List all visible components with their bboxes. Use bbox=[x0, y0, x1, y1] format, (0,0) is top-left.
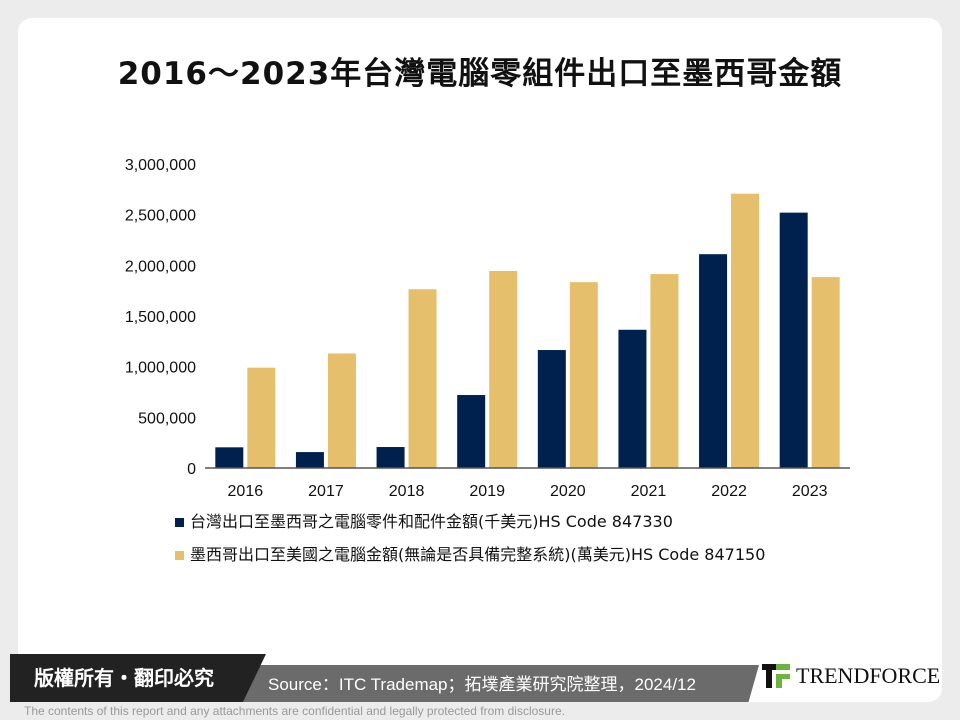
trendforce-logo: TRENDFORCE bbox=[762, 662, 940, 690]
bar-taiwan-2021 bbox=[618, 329, 647, 468]
bar-taiwan-2019 bbox=[457, 395, 486, 468]
x-tick-label: 2023 bbox=[792, 483, 828, 500]
legend-item-taiwan: 台灣出口至墨西哥之電腦零件和配件金額(千美元)HS Code 847330 bbox=[175, 508, 673, 532]
trendforce-logo-icon bbox=[762, 664, 790, 688]
x-tick-label: 2017 bbox=[308, 483, 344, 500]
page-title: 2016～2023年台灣電腦零組件出口至墨西哥金額 bbox=[117, 56, 843, 92]
bar-mexico-2022 bbox=[731, 193, 760, 468]
y-tick-label: 1,000,000 bbox=[125, 360, 196, 377]
bar-mexico-2016 bbox=[247, 367, 276, 468]
legend-swatch bbox=[175, 518, 184, 527]
source-note: Source：ITC Trademap；拓墣產業研究院整理，2024/12 bbox=[236, 665, 759, 702]
y-tick-label: 500,000 bbox=[138, 410, 196, 427]
y-tick-label: 0 bbox=[187, 461, 196, 478]
bar-taiwan-2017 bbox=[295, 452, 324, 468]
y-tick-label: 1,500,000 bbox=[125, 309, 196, 326]
y-tick-label: 2,000,000 bbox=[125, 258, 196, 275]
bar-mexico-2023 bbox=[811, 277, 840, 468]
bar-taiwan-2018 bbox=[376, 447, 405, 468]
bar-mexico-2020 bbox=[569, 282, 598, 468]
y-tick-label: 2,500,000 bbox=[125, 208, 196, 225]
x-tick-label: 2020 bbox=[550, 483, 586, 500]
bar-taiwan-2020 bbox=[537, 350, 566, 468]
bar-chart: 0 500,000 1,000,000 1,500,000 2,000,000 2,500… bbox=[125, 157, 850, 500]
x-tick-label: 2021 bbox=[631, 483, 667, 500]
bar-mexico-2019 bbox=[489, 271, 518, 468]
copyright-banner: 版權所有・翻印必究 bbox=[10, 654, 266, 702]
bar-mexico-2018 bbox=[408, 289, 437, 468]
x-tick-label: 2022 bbox=[711, 483, 747, 500]
logo-text: TRENDFORCE bbox=[796, 663, 941, 688]
bar-mexico-2017 bbox=[327, 353, 356, 468]
legend-swatch bbox=[175, 551, 184, 560]
y-tick-label: 3,000,000 bbox=[125, 157, 196, 174]
legend-label: 墨西哥出口至美國之電腦金額(無論是否具備完整系統)(萬美元)HS Code 84… bbox=[190, 545, 766, 564]
bar-taiwan-2016 bbox=[215, 447, 244, 468]
x-tick-label: 2019 bbox=[469, 483, 505, 500]
legend-item-mexico: 墨西哥出口至美國之電腦金額(無論是否具備完整系統)(萬美元)HS Code 84… bbox=[175, 541, 765, 565]
disclaimer: The contents of this report and any atta… bbox=[24, 704, 565, 718]
bar-taiwan-2022 bbox=[699, 254, 728, 468]
bar-mexico-2021 bbox=[650, 274, 679, 468]
legend-label: 台灣出口至墨西哥之電腦零件和配件金額(千美元)HS Code 847330 bbox=[190, 512, 673, 531]
x-tick-label: 2016 bbox=[228, 483, 264, 500]
x-tick-label: 2018 bbox=[389, 483, 425, 500]
bar-taiwan-2023 bbox=[779, 212, 808, 468]
